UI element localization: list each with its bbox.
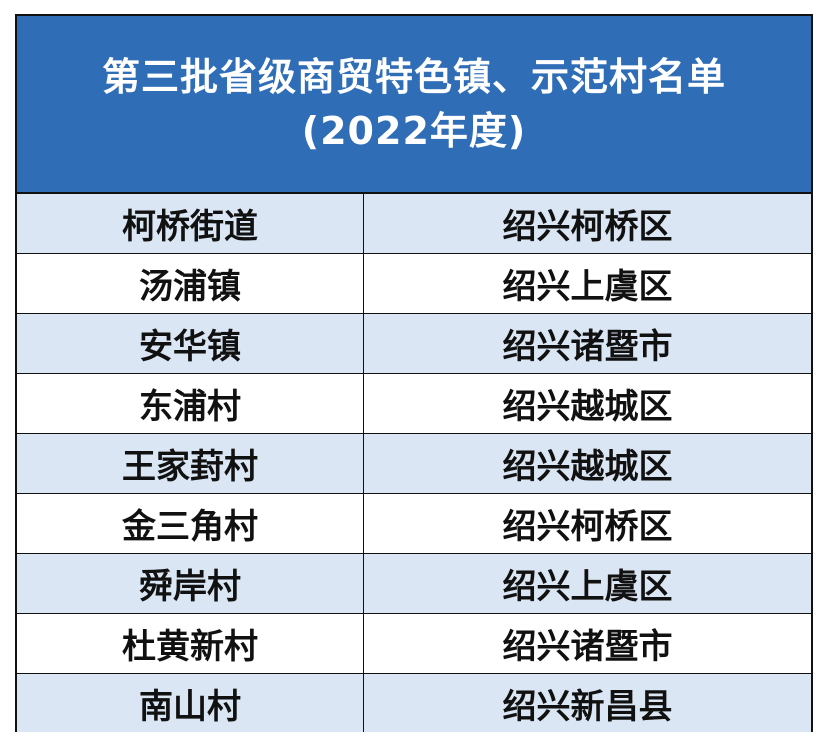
table-title: 第三批省级商贸特色镇、示范村名单 xyxy=(101,55,726,99)
region-cell: 绍兴越城区 xyxy=(502,447,673,487)
town-village-name-cell: 安华镇 xyxy=(17,314,364,373)
region-cell: 绍兴上虞区 xyxy=(502,567,673,607)
table-header: 第三批省级商贸特色镇、示范村名单 (2022年度) xyxy=(17,16,811,194)
region-cell: 绍兴越城区 xyxy=(502,387,673,427)
region-cell: 绍兴诸暨市 xyxy=(502,327,673,367)
table-row: 王家葑村 绍兴越城区 xyxy=(17,434,811,494)
town-village-name-cell: 柯桥街道 xyxy=(17,194,364,253)
table-row: 杜黄新村 绍兴诸暨市 xyxy=(17,614,811,674)
table-subtitle-year: (2022年度) xyxy=(301,109,527,153)
town-village-name-cell: 舜岸村 xyxy=(17,554,364,613)
table-row: 柯桥街道 绍兴柯桥区 xyxy=(17,194,811,254)
town-village-name-cell: 金三角村 xyxy=(17,494,364,553)
region-cell: 绍兴柯桥区 xyxy=(502,207,673,247)
region-cell: 绍兴柯桥区 xyxy=(502,507,673,547)
town-village-name-cell: 王家葑村 xyxy=(17,434,364,493)
region-cell: 绍兴新昌县 xyxy=(502,686,673,727)
table-row: 东浦村 绍兴越城区 xyxy=(17,374,811,434)
town-village-name-cell: 杜黄新村 xyxy=(17,614,364,673)
list-table: 第三批省级商贸特色镇、示范村名单 (2022年度) 柯桥街道 绍兴柯桥区 汤浦镇… xyxy=(15,14,813,732)
table-row: 汤浦镇 绍兴上虞区 xyxy=(17,254,811,314)
table-row: 安华镇 绍兴诸暨市 xyxy=(17,314,811,374)
town-village-name-cell: 南山村 xyxy=(17,674,364,732)
town-village-name-cell: 汤浦镇 xyxy=(17,254,364,313)
table-row: 金三角村 绍兴柯桥区 xyxy=(17,494,811,554)
table-body: 柯桥街道 绍兴柯桥区 汤浦镇 绍兴上虞区 安华镇 绍兴诸暨市 东浦村 绍兴越城区… xyxy=(17,194,811,732)
region-cell: 绍兴上虞区 xyxy=(502,267,673,307)
town-village-name-cell: 东浦村 xyxy=(17,374,364,433)
region-cell: 绍兴诸暨市 xyxy=(502,627,673,667)
table-row: 舜岸村 绍兴上虞区 xyxy=(17,554,811,614)
table-row: 南山村 绍兴新昌县 xyxy=(17,674,811,732)
